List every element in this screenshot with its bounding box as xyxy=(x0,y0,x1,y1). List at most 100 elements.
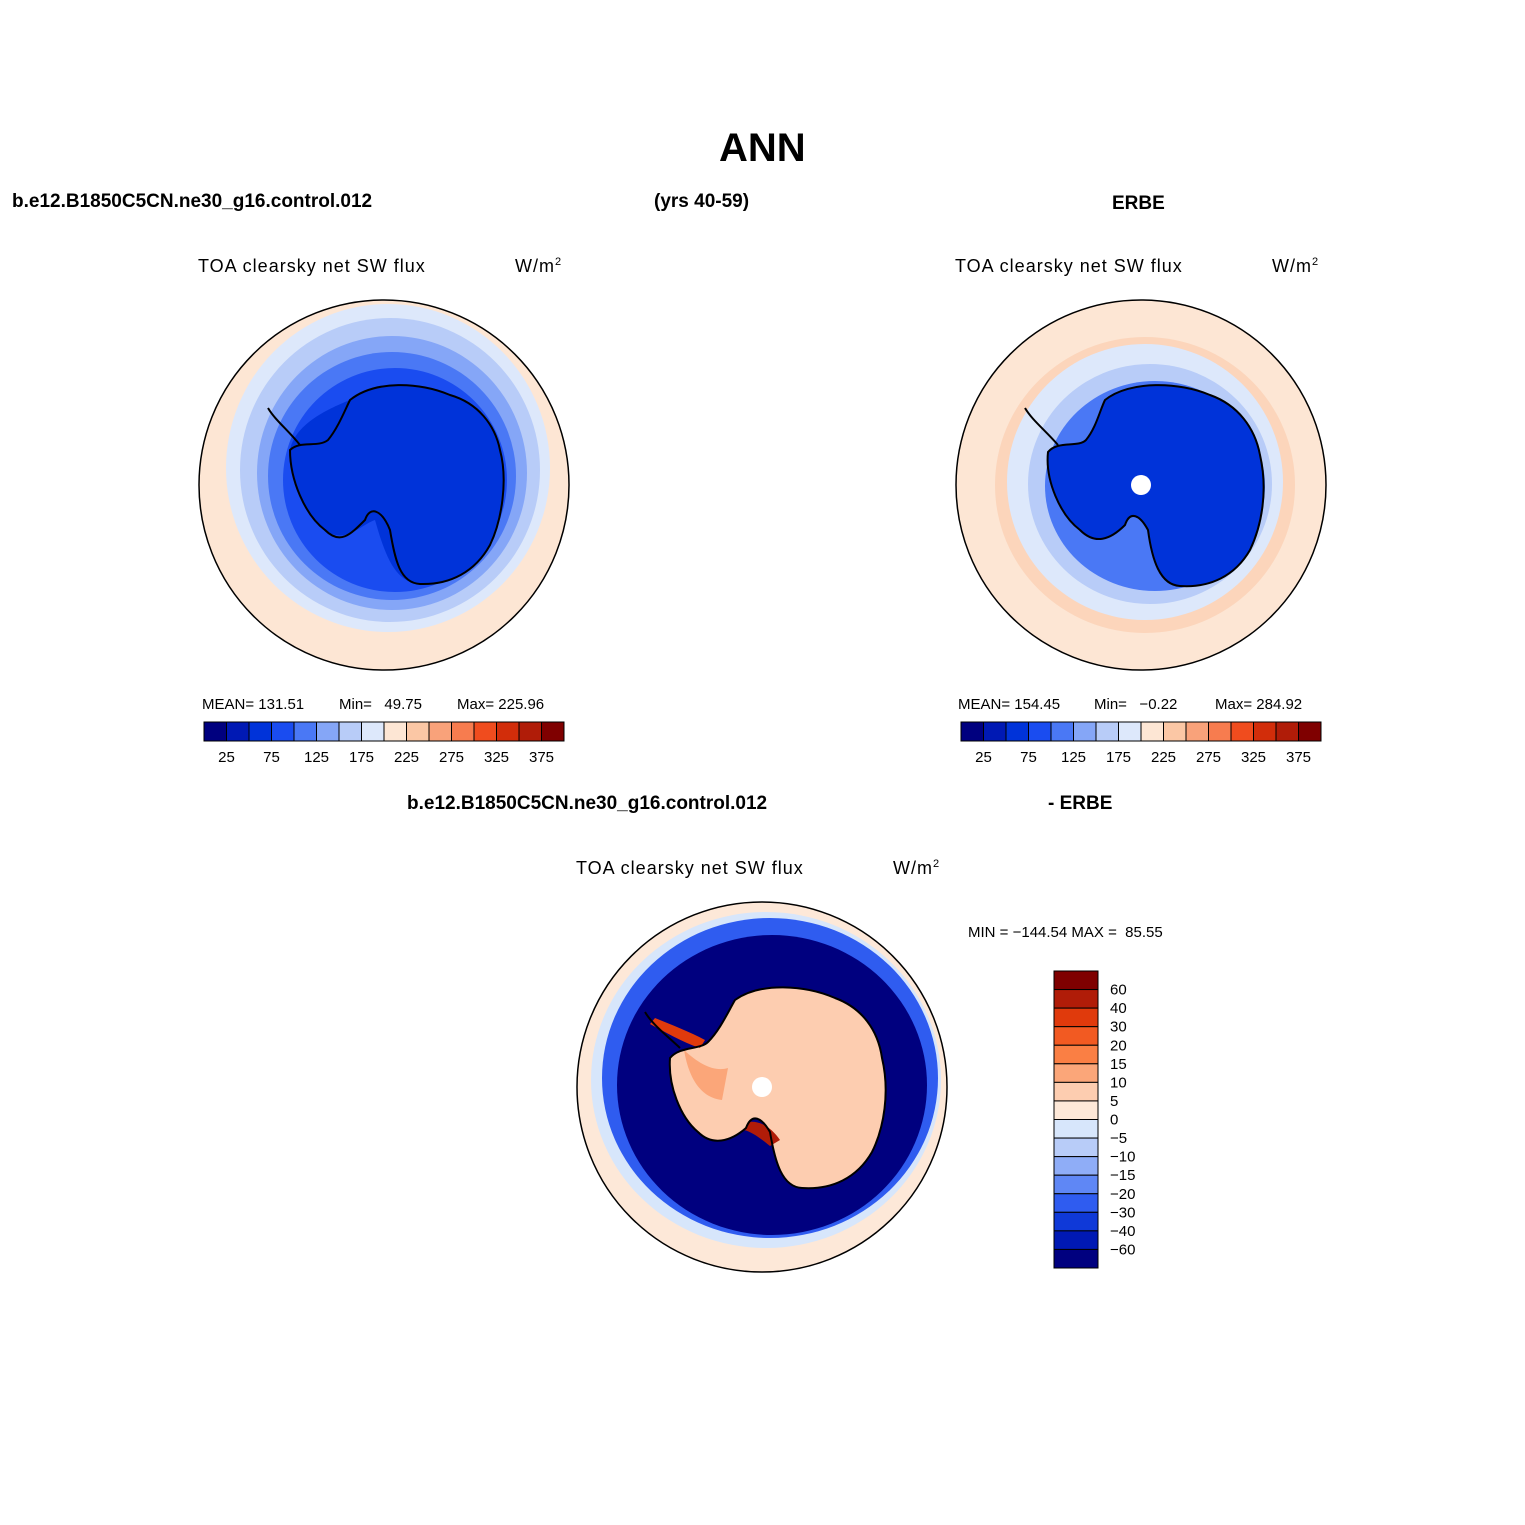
panel3-colorbar-tick-label: −10 xyxy=(1110,1149,1135,1166)
figure-title: ANN xyxy=(719,126,806,170)
panel3-colorbar-tick-label: 5 xyxy=(1110,1093,1118,1110)
panel2-colorbar-swatch xyxy=(1230,721,1254,742)
panel2-colorbar-tick-label: 225 xyxy=(1151,749,1176,766)
panel3-colorbar-swatch xyxy=(1053,1044,1099,1065)
panel1-coastline xyxy=(288,384,505,586)
panel3-colorbar-tick-label: −30 xyxy=(1110,1204,1135,1221)
panel3-colorbar-swatch xyxy=(1053,1211,1099,1232)
panel3-units: W/m2 xyxy=(893,858,941,878)
panel1-colorbar-swatch xyxy=(361,721,385,742)
panel3-colorbar-tick-label: −5 xyxy=(1110,1130,1127,1147)
panel3-positive-patch xyxy=(684,1050,728,1100)
panel1-colorbar-tick-label: 25 xyxy=(218,749,235,766)
panel3-colorbar-swatch xyxy=(1053,1248,1099,1269)
panel1-min: Min= 49.75 xyxy=(339,696,422,713)
panel1-max: Max= 225.96 xyxy=(457,696,545,713)
panel1-border xyxy=(198,299,570,671)
panel2-colorbar-swatch xyxy=(1185,721,1209,742)
panel2-map xyxy=(956,300,1326,670)
panel2-colorbar-swatch xyxy=(1208,721,1232,742)
panel3-colorbar-swatch xyxy=(1053,1081,1099,1102)
panel1-colorbar-swatch xyxy=(293,721,317,742)
panel1-colorbar-swatch xyxy=(541,721,565,742)
panel3-colorbar-swatch xyxy=(1053,989,1099,1009)
panel1-colorbar-tick-label: 125 xyxy=(304,749,329,766)
panel3-colorbar-tick-label: −15 xyxy=(1110,1167,1135,1184)
panel3-antarctica-fill xyxy=(669,987,886,1189)
panel2-colorbar-swatch xyxy=(983,721,1007,742)
panel3-colorbar-swatch xyxy=(1053,1174,1099,1195)
panel3-colorbar-swatch xyxy=(1053,1100,1099,1120)
panel2-colorbar-tick-label: 375 xyxy=(1286,749,1311,766)
panel3-colorbar-tick-label: −60 xyxy=(1110,1241,1135,1258)
panel2-colorbar-swatch xyxy=(1095,721,1119,742)
panel2-max: Max= 284.92 xyxy=(1215,696,1303,713)
panel1-colorbar-swatch xyxy=(473,721,497,742)
panel2-colorbar-swatch xyxy=(1118,721,1142,742)
panel2-mean: MEAN= 154.45 xyxy=(958,696,1061,713)
panel2-variable: TOA clearsky net SW flux xyxy=(955,256,1183,276)
panel3-colorbar-swatch xyxy=(1053,1230,1099,1250)
panel3-colorbar-tick-label: 60 xyxy=(1110,982,1127,999)
panel3-colorbar-tick-label: 20 xyxy=(1110,1037,1127,1054)
panel2-coastline xyxy=(1046,384,1265,588)
panel2-colorbar-swatch xyxy=(1253,721,1277,742)
panel3-variable: TOA clearsky net SW flux xyxy=(576,858,804,878)
panel1-colorbar-swatch xyxy=(316,721,340,742)
panel1-antarctica-fill xyxy=(290,385,504,585)
panel1-colorbar-swatch xyxy=(248,721,272,742)
panel1-map xyxy=(199,300,569,670)
panel1-colorbar-swatch xyxy=(428,721,452,742)
panel3-colorbar-tick-label: 10 xyxy=(1110,1074,1127,1091)
panel2-units: W/m2 xyxy=(1272,256,1320,276)
panel1-colorbar-tick-label: 375 xyxy=(529,749,554,766)
panel3-colorbar-swatch xyxy=(1053,1007,1099,1028)
panel2-colorbar-tick-label: 325 xyxy=(1241,749,1266,766)
panel3-colorbar-swatch xyxy=(1053,1156,1099,1176)
panel3-colorbar-swatch xyxy=(1053,1063,1099,1083)
panel3-colorbar-swatch xyxy=(1053,1193,1099,1213)
panel2-peninsula xyxy=(1024,407,1059,446)
panel1-colorbar-tick-label: 225 xyxy=(394,749,419,766)
panel3-colorbar-tick-label: 0 xyxy=(1110,1112,1118,1129)
panel1-colorbar-swatch xyxy=(496,721,520,742)
diff-obs-name-label: - ERBE xyxy=(1048,793,1113,814)
panel1-colorbar-swatch xyxy=(406,721,430,742)
panel2-pole-hole xyxy=(1131,475,1151,495)
diff-case-name-label: b.e12.B1850C5CN.ne30_g16.control.012 xyxy=(407,793,768,814)
panel2-colorbar: 25 75 125 175 225 275 325 375 xyxy=(960,721,1322,766)
panel3-colorbar-tick-label: 15 xyxy=(1110,1056,1127,1073)
panel3-minmax: MIN = −144.54 MAX = 85.55 xyxy=(968,924,1163,941)
panel1-colorbar-swatch xyxy=(451,721,475,742)
panel2-colorbar-swatch xyxy=(1005,721,1029,742)
panel3-colorbar-tick-label: 30 xyxy=(1110,1019,1127,1036)
panel3-colorbar-tick-label: −20 xyxy=(1110,1186,1135,1203)
panel3-coastline xyxy=(668,986,887,1190)
panel2-colorbar-tick-label: 175 xyxy=(1106,749,1131,766)
panel2-colorbar-tick-label: 25 xyxy=(975,749,992,766)
panel3-colorbar-tick-label: −40 xyxy=(1110,1223,1135,1240)
panel1-colorbar-swatch xyxy=(226,721,250,742)
case-name-label: b.e12.B1850C5CN.ne30_g16.control.012 xyxy=(12,191,373,212)
panel3-colorbar-swatch xyxy=(1053,970,1099,991)
panel2-colorbar-tick-label: 75 xyxy=(1020,749,1037,766)
panel2-colorbar-swatch xyxy=(1140,721,1164,742)
panel2-colorbar-tick-label: 125 xyxy=(1061,749,1086,766)
panel1-colorbar-swatch xyxy=(338,721,362,742)
panel3-pole-hole xyxy=(752,1077,772,1097)
years-label: (yrs 40-59) xyxy=(654,191,750,212)
panel3-map xyxy=(577,902,947,1272)
panel3-colorbar-swatch xyxy=(1053,1026,1099,1046)
panel1-colorbar-swatch xyxy=(518,721,542,742)
panel1-colorbar: 25 75 125 175 225 275 325 375 xyxy=(203,721,565,766)
panel2-colorbar-swatch xyxy=(1163,721,1187,742)
panel1-units: W/m2 xyxy=(515,256,563,276)
panel3-colorbar-tick-label: 40 xyxy=(1110,1000,1127,1017)
panel3-colorbar-swatch xyxy=(1053,1119,1099,1139)
panel3-peninsula-anomaly xyxy=(650,1018,705,1048)
panel1-colorbar-swatch xyxy=(271,721,295,742)
panel1-colorbar-swatch xyxy=(203,721,227,742)
panel1-colorbar-tick-label: 75 xyxy=(263,749,280,766)
panel3-colorbar-swatch xyxy=(1053,1137,1099,1158)
